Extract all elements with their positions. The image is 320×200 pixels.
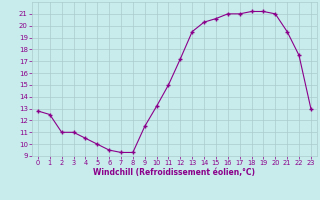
X-axis label: Windchill (Refroidissement éolien,°C): Windchill (Refroidissement éolien,°C) bbox=[93, 168, 255, 177]
